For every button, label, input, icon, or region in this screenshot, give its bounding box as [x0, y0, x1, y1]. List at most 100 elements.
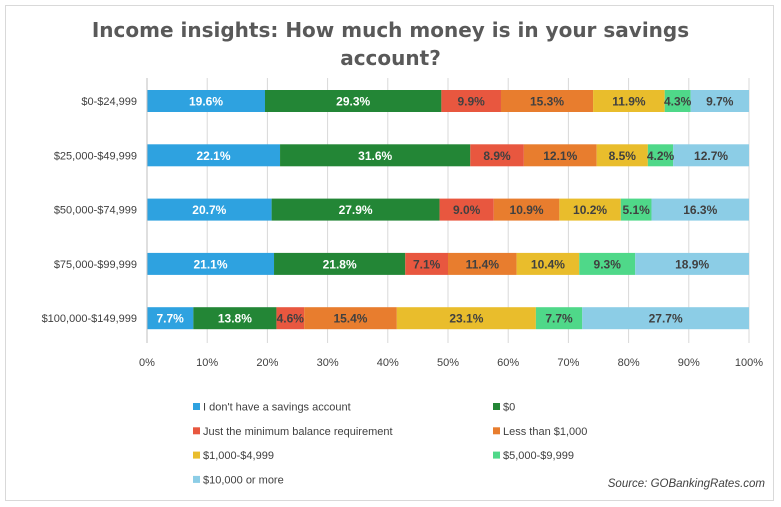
- legend-label: Just the minimum balance requirement: [203, 426, 393, 438]
- bar-segment: [441, 90, 501, 112]
- legend-label: $5,000-$9,999: [503, 450, 574, 462]
- data-label: 20.7%: [192, 203, 226, 217]
- chart-title-line-2: account?: [340, 46, 441, 70]
- data-label: 15.3%: [530, 95, 564, 109]
- legend-swatch: [493, 403, 500, 410]
- bar-segment: [596, 144, 648, 167]
- bar-segment: [620, 198, 652, 221]
- bar-segment: [280, 144, 471, 167]
- data-label: 10.2%: [573, 203, 607, 217]
- chart-title-line-1: Income insights: How much money is in yo…: [91, 18, 690, 42]
- data-label: 9.3%: [594, 257, 622, 271]
- category-label: $75,000-$99,999: [54, 259, 137, 271]
- bar-segment: [304, 307, 397, 330]
- legend-label: $1,000-$4,999: [203, 450, 274, 462]
- data-label: 27.9%: [339, 203, 373, 217]
- bar-segment: [147, 252, 275, 275]
- x-tick-label: 20%: [256, 357, 278, 369]
- x-tick-label: 30%: [317, 357, 339, 369]
- x-tick-label: 0%: [139, 357, 155, 369]
- data-label: 16.3%: [683, 203, 717, 217]
- category-label: $100,000-$149,999: [42, 313, 137, 325]
- bar-segment: [271, 198, 440, 221]
- data-label: 12.7%: [694, 149, 728, 163]
- data-label: 21.1%: [193, 257, 227, 271]
- legend-swatch: [493, 451, 500, 459]
- x-tick-label: 100%: [735, 357, 763, 369]
- data-label: 18.9%: [675, 257, 709, 271]
- bar-segment: [579, 252, 636, 275]
- bar-segment: [673, 144, 749, 167]
- legend-label: $10,000 or more: [203, 474, 284, 486]
- bar-segment: [647, 144, 674, 167]
- data-label: 4.6%: [277, 312, 305, 326]
- bar-segment: [193, 307, 277, 330]
- source-note: Source: GOBankingRates.com: [607, 478, 765, 490]
- x-tick-label: 90%: [678, 357, 700, 369]
- data-label: 4.3%: [664, 95, 692, 109]
- category-label: $50,000-$74,999: [54, 205, 137, 217]
- data-label: 11.9%: [612, 95, 646, 109]
- data-label: 19.6%: [189, 95, 223, 109]
- bar-segment: [396, 307, 536, 330]
- category-label: $25,000-$49,999: [54, 150, 137, 162]
- x-tick-label: 40%: [377, 357, 399, 369]
- legend-swatch: [493, 427, 500, 435]
- data-label: 31.6%: [358, 149, 392, 163]
- x-tick-label: 10%: [196, 357, 218, 369]
- x-tick-label: 60%: [497, 357, 519, 369]
- data-label: 27.7%: [649, 312, 683, 326]
- bar-segment: [664, 90, 691, 112]
- data-label: 8.9%: [483, 149, 511, 163]
- bar-segment: [593, 90, 665, 112]
- data-label: 23.1%: [449, 312, 483, 326]
- bar-segment: [274, 252, 406, 275]
- bar-segment: [405, 252, 448, 275]
- x-tick-label: 50%: [437, 357, 459, 369]
- data-label: 11.4%: [466, 257, 500, 271]
- data-label: 7.7%: [545, 312, 573, 326]
- legend-swatch: [193, 427, 200, 435]
- data-label: 15.4%: [333, 312, 367, 326]
- data-label: 21.8%: [323, 257, 357, 271]
- bar-segment: [493, 198, 560, 221]
- bar-segment: [147, 144, 281, 167]
- bar-segment: [147, 307, 194, 330]
- data-label: 8.5%: [609, 149, 637, 163]
- data-label: 4.2%: [647, 149, 675, 163]
- legend-swatch: [193, 475, 200, 483]
- data-label: 9.0%: [453, 203, 481, 217]
- data-label: 13.8%: [218, 312, 252, 326]
- data-label: 12.1%: [543, 149, 577, 163]
- bar-segment: [651, 198, 749, 221]
- data-label: 7.1%: [413, 257, 441, 271]
- data-label: 9.9%: [457, 95, 485, 109]
- legend-label: I don't have a savings account: [203, 402, 351, 414]
- data-label: 10.9%: [510, 203, 544, 217]
- bar-segment: [523, 144, 597, 167]
- bar-segment: [448, 252, 517, 275]
- bar-segment: [516, 252, 580, 275]
- bar-segment: [147, 198, 272, 221]
- legend-label: $0: [503, 402, 515, 414]
- data-label: 29.3%: [336, 95, 370, 109]
- legend-swatch: [193, 451, 200, 459]
- bar-segment: [500, 90, 594, 112]
- legend-swatch: [193, 403, 200, 410]
- x-tick-label: 70%: [557, 357, 579, 369]
- bar-segment: [470, 144, 524, 167]
- data-label: 7.7%: [156, 312, 184, 326]
- chart-title: Income insights: How much money is in yo…: [0, 16, 781, 72]
- data-label: 22.1%: [197, 149, 231, 163]
- data-label: 9.7%: [706, 95, 734, 109]
- bar-segment: [635, 252, 749, 275]
- bar-segment: [439, 198, 494, 221]
- bar-segment: [535, 307, 583, 330]
- category-label: $0-$24,999: [81, 96, 137, 108]
- bar-segment: [690, 90, 749, 112]
- data-label: 5.1%: [622, 203, 650, 217]
- x-tick-label: 80%: [618, 357, 640, 369]
- bar-segment: [559, 198, 621, 221]
- bar-segment: [264, 90, 442, 112]
